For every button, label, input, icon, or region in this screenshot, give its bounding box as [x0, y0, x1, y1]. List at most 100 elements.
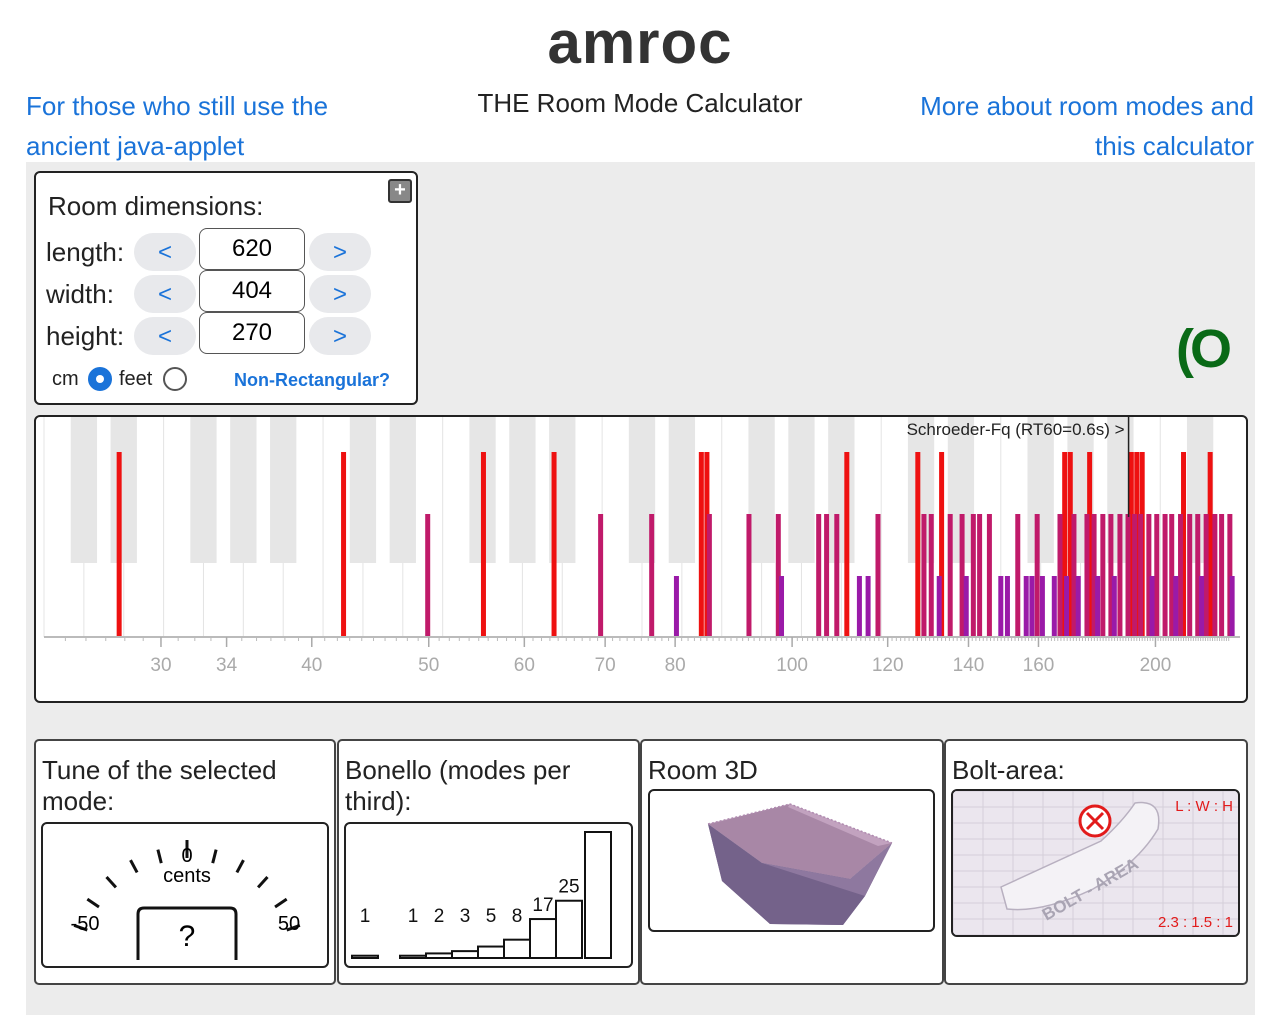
mode-bar[interactable] — [1051, 576, 1057, 637]
piano-black-key — [788, 417, 815, 563]
mode-bar[interactable] — [1087, 452, 1093, 637]
mode-bar[interactable] — [1212, 514, 1218, 637]
mode-bar[interactable] — [1057, 514, 1063, 637]
mode-bar[interactable] — [551, 452, 557, 637]
mode-bar[interactable] — [341, 452, 347, 637]
mode-bar[interactable] — [1062, 452, 1068, 637]
about-room-modes-link[interactable]: More about room modes and this calculato… — [920, 91, 1254, 161]
mode-bar[interactable] — [1195, 514, 1201, 637]
mode-bar[interactable] — [1178, 514, 1184, 637]
mode-bar[interactable] — [673, 576, 679, 637]
height-input[interactable] — [199, 312, 305, 354]
height-decrease-button[interactable]: < — [134, 317, 196, 355]
mode-bar[interactable] — [1138, 514, 1144, 637]
plus-square-icon[interactable]: + — [388, 179, 412, 203]
mode-bar[interactable] — [816, 514, 822, 637]
mode-bar[interactable] — [928, 514, 934, 637]
mode-bar[interactable] — [1181, 452, 1187, 637]
mode-bar[interactable] — [1128, 452, 1134, 637]
mode-bar[interactable] — [1004, 576, 1010, 637]
mode-bar[interactable] — [1219, 514, 1225, 637]
length-increase-button[interactable]: > — [309, 233, 371, 271]
mode-bar[interactable] — [1203, 514, 1209, 637]
mode-bar[interactable] — [1075, 576, 1081, 637]
mode-bar[interactable] — [779, 576, 785, 637]
mode-bar[interactable] — [1091, 514, 1097, 637]
mode-bar[interactable] — [1187, 514, 1193, 637]
mode-bar[interactable] — [1162, 514, 1168, 637]
mode-bar[interactable] — [865, 576, 871, 637]
mode-bar[interactable] — [939, 452, 945, 637]
mode-bar[interactable] — [998, 576, 1004, 637]
mode-bar[interactable] — [915, 452, 921, 637]
mode-bar[interactable] — [1111, 576, 1117, 637]
piano-black-key — [349, 417, 377, 563]
mode-bar[interactable] — [1173, 576, 1179, 637]
unit-cm-radio[interactable] — [88, 367, 112, 391]
bonello-value-label: 25 — [558, 877, 579, 898]
mode-bar[interactable] — [1064, 576, 1070, 637]
mode-bar[interactable] — [936, 576, 942, 637]
mode-bar[interactable] — [844, 452, 850, 637]
mode-bar[interactable] — [698, 452, 704, 637]
mode-bar[interactable] — [986, 514, 992, 637]
mode-bar[interactable] — [834, 514, 840, 637]
mode-bar[interactable] — [1229, 576, 1235, 637]
mode-bar[interactable] — [959, 514, 965, 637]
width-input[interactable] — [199, 270, 305, 312]
mode-bar[interactable] — [1125, 514, 1131, 637]
mode-bar[interactable] — [963, 576, 969, 637]
length-input[interactable] — [199, 228, 305, 270]
mode-bar[interactable] — [1117, 514, 1123, 637]
mode-bar[interactable] — [706, 514, 712, 637]
mode-bar[interactable] — [649, 514, 655, 637]
bonello-value-label: 3 — [460, 906, 471, 927]
gauge-tick — [129, 859, 139, 874]
width-decrease-button[interactable]: < — [134, 275, 196, 313]
height-increase-button[interactable]: > — [309, 317, 371, 355]
mode-bar[interactable] — [1015, 514, 1021, 637]
mode-bar[interactable] — [1146, 514, 1152, 637]
mode-bar[interactable] — [1207, 452, 1213, 637]
mode-bar[interactable] — [921, 514, 927, 637]
gauge-tick — [256, 875, 269, 889]
mode-bar[interactable] — [1169, 514, 1175, 637]
non-rectangular-link[interactable]: Non-Rectangular? — [234, 370, 391, 390]
mode-bar[interactable] — [947, 514, 953, 637]
mode-bar[interactable] — [1154, 514, 1160, 637]
mode-bar[interactable] — [480, 452, 486, 637]
mode-bar[interactable] — [1108, 514, 1114, 637]
mode-bar[interactable] — [1149, 576, 1155, 637]
bonello-chart: 112358172555 — [344, 822, 633, 968]
mode-bar[interactable] — [116, 452, 122, 637]
mode-bar[interactable] — [746, 514, 752, 637]
mode-bar[interactable] — [875, 514, 881, 637]
mode-bar[interactable] — [1071, 514, 1077, 637]
mode-bar[interactable] — [1100, 514, 1106, 637]
mode-bar[interactable] — [1039, 576, 1045, 637]
mode-bar[interactable] — [970, 514, 976, 637]
mode-bar[interactable] — [856, 576, 862, 637]
room-3d-view[interactable] — [648, 789, 935, 932]
mode-bar[interactable] — [977, 514, 983, 637]
bonello-bar — [477, 945, 505, 960]
mode-bar[interactable] — [775, 514, 781, 637]
gauge-value-box — [136, 906, 238, 960]
mode-bar[interactable] — [1023, 576, 1029, 637]
mode-bar[interactable] — [1029, 576, 1035, 637]
room-mode-chart[interactable]: 30 34 40 50 60 70 80 100 120 140 160 200 Schroeder-… — [34, 415, 1248, 703]
length-decrease-button[interactable]: < — [134, 233, 196, 271]
mode-bar[interactable] — [1067, 452, 1073, 637]
mode-bar[interactable] — [1034, 514, 1040, 637]
unit-feet-radio[interactable] — [163, 367, 187, 391]
mode-bar[interactable] — [425, 514, 431, 637]
mode-bar[interactable] — [1227, 514, 1233, 637]
java-applet-link[interactable]: For those who still use the ancient java… — [26, 91, 329, 161]
mode-bar[interactable] — [1084, 514, 1090, 637]
width-increase-button[interactable]: > — [309, 275, 371, 313]
mode-bar[interactable] — [824, 514, 830, 637]
mode-bar[interactable] — [1132, 514, 1138, 637]
mode-bar[interactable] — [598, 514, 604, 637]
mode-bar[interactable] — [1199, 576, 1205, 637]
mode-bar[interactable] — [1095, 576, 1101, 637]
